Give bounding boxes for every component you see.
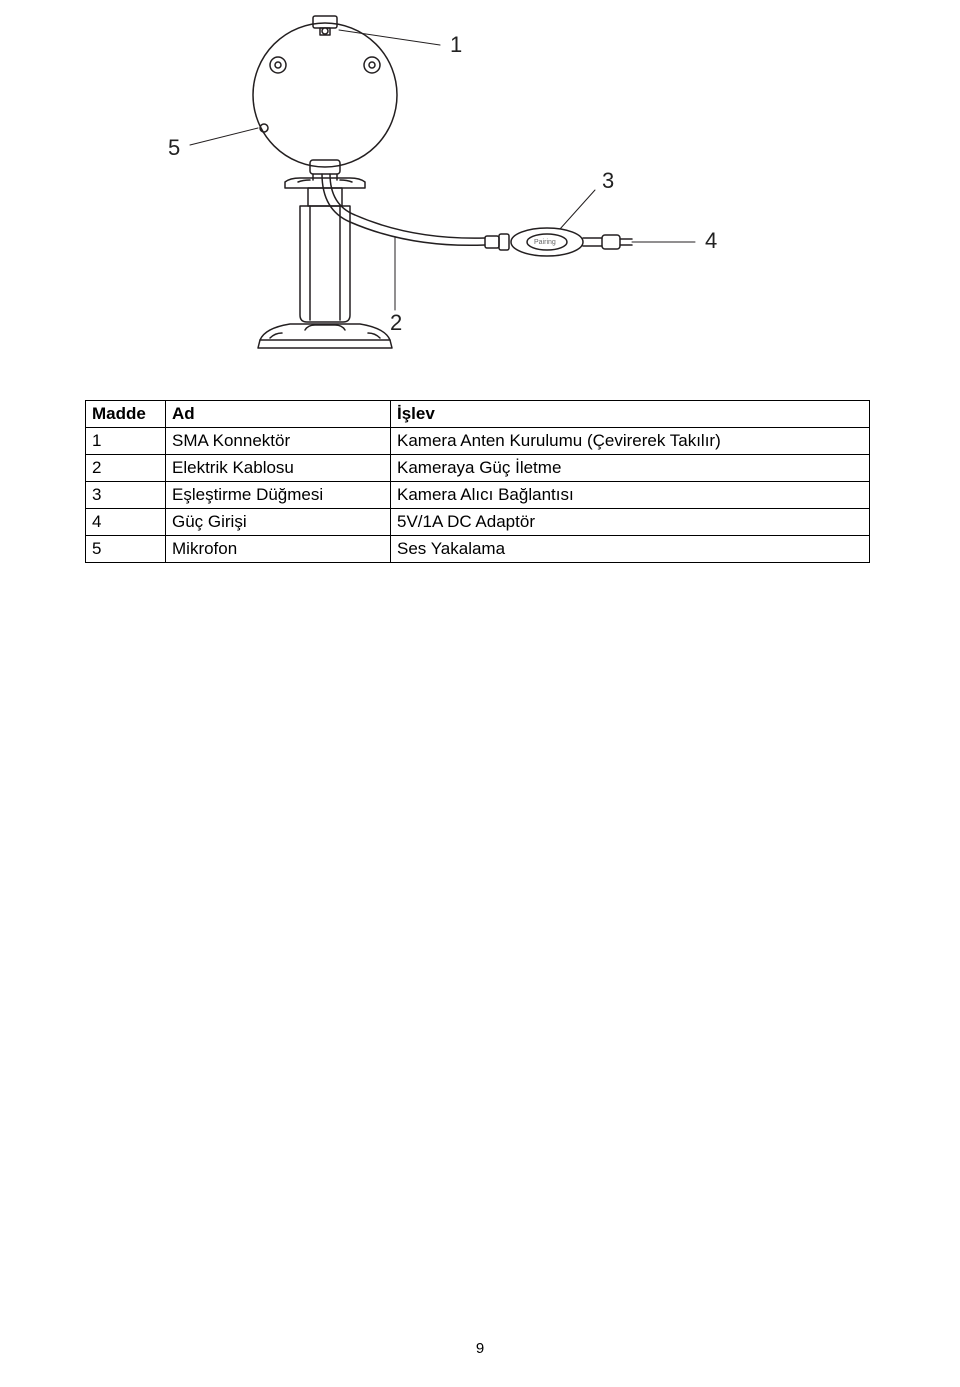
- cell-num: 1: [86, 428, 166, 455]
- cell-name: Mikrofon: [166, 536, 391, 563]
- cell-name: Güç Girişi: [166, 509, 391, 536]
- header-ad: Ad: [166, 401, 391, 428]
- callout-2: 2: [390, 310, 402, 335]
- cell-name: Eşleştirme Düğmesi: [166, 482, 391, 509]
- header-islev: İşlev: [391, 401, 870, 428]
- cell-func: Kamera Alıcı Bağlantısı: [391, 482, 870, 509]
- table-row: 4 Güç Girişi 5V/1A DC Adaptör: [86, 509, 870, 536]
- cell-num: 3: [86, 482, 166, 509]
- cell-name: SMA Konnektör: [166, 428, 391, 455]
- cell-func: Ses Yakalama: [391, 536, 870, 563]
- table-row: 2 Elektrik Kablosu Kameraya Güç İletme: [86, 455, 870, 482]
- cell-num: 4: [86, 509, 166, 536]
- callout-3: 3: [602, 168, 614, 193]
- cell-num: 5: [86, 536, 166, 563]
- header-madde: Madde: [86, 401, 166, 428]
- table-header-row: Madde Ad İşlev: [86, 401, 870, 428]
- callout-1: 1: [450, 32, 462, 57]
- camera-diagram: 1 2 3 4 5 Pairing: [150, 10, 740, 390]
- callout-4: 4: [705, 228, 717, 253]
- table-row: 5 Mikrofon Ses Yakalama: [86, 536, 870, 563]
- cell-func: Kameraya Güç İletme: [391, 455, 870, 482]
- page-number: 9: [0, 1340, 960, 1357]
- cell-name: Elektrik Kablosu: [166, 455, 391, 482]
- table-row: 1 SMA Konnektör Kamera Anten Kurulumu (Ç…: [86, 428, 870, 455]
- callout-5: 5: [168, 135, 180, 160]
- diagram-svg: 1 2 3 4 5 Pairing: [150, 10, 740, 390]
- table-row: 3 Eşleştirme Düğmesi Kamera Alıcı Bağlan…: [86, 482, 870, 509]
- cell-func: 5V/1A DC Adaptör: [391, 509, 870, 536]
- cell-func: Kamera Anten Kurulumu (Çevirerek Takılır…: [391, 428, 870, 455]
- cell-num: 2: [86, 455, 166, 482]
- pairing-label: Pairing: [534, 239, 556, 246]
- parts-table: Madde Ad İşlev 1 SMA Konnektör Kamera An…: [85, 400, 870, 563]
